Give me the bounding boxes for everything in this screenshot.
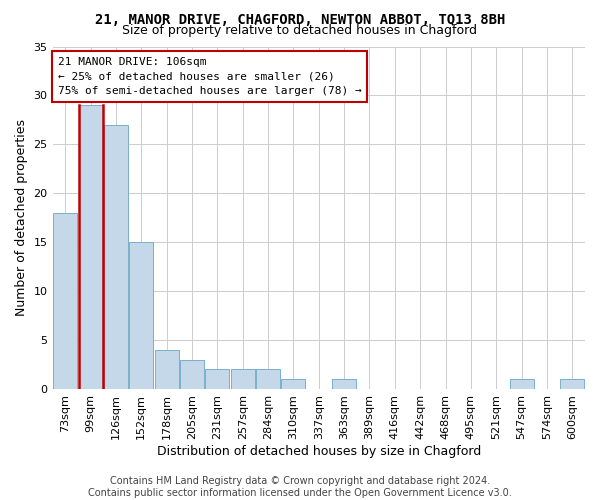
Bar (509, 379, 533, 389)
Bar (129, 242, 154, 389)
Bar (205, 370, 229, 389)
X-axis label: Distribution of detached houses by size in Chagford: Distribution of detached houses by size … (157, 444, 481, 458)
Bar (53, 213, 77, 389)
Bar (104, 125, 128, 389)
Text: Contains HM Land Registry data © Crown copyright and database right 2024.
Contai: Contains HM Land Registry data © Crown c… (88, 476, 512, 498)
Bar (79, 105, 103, 389)
Text: 21, MANOR DRIVE, CHAGFORD, NEWTON ABBOT, TQ13 8BH: 21, MANOR DRIVE, CHAGFORD, NEWTON ABBOT,… (95, 12, 505, 26)
Bar (281, 379, 305, 389)
Bar (155, 350, 179, 389)
Y-axis label: Number of detached properties: Number of detached properties (15, 119, 28, 316)
Bar (230, 370, 255, 389)
Bar (332, 379, 356, 389)
Text: 21 MANOR DRIVE: 106sqm
← 25% of detached houses are smaller (26)
75% of semi-det: 21 MANOR DRIVE: 106sqm ← 25% of detached… (58, 57, 362, 96)
Bar (560, 379, 584, 389)
Text: Size of property relative to detached houses in Chagford: Size of property relative to detached ho… (122, 24, 478, 37)
Bar (180, 360, 204, 389)
Bar (256, 370, 280, 389)
